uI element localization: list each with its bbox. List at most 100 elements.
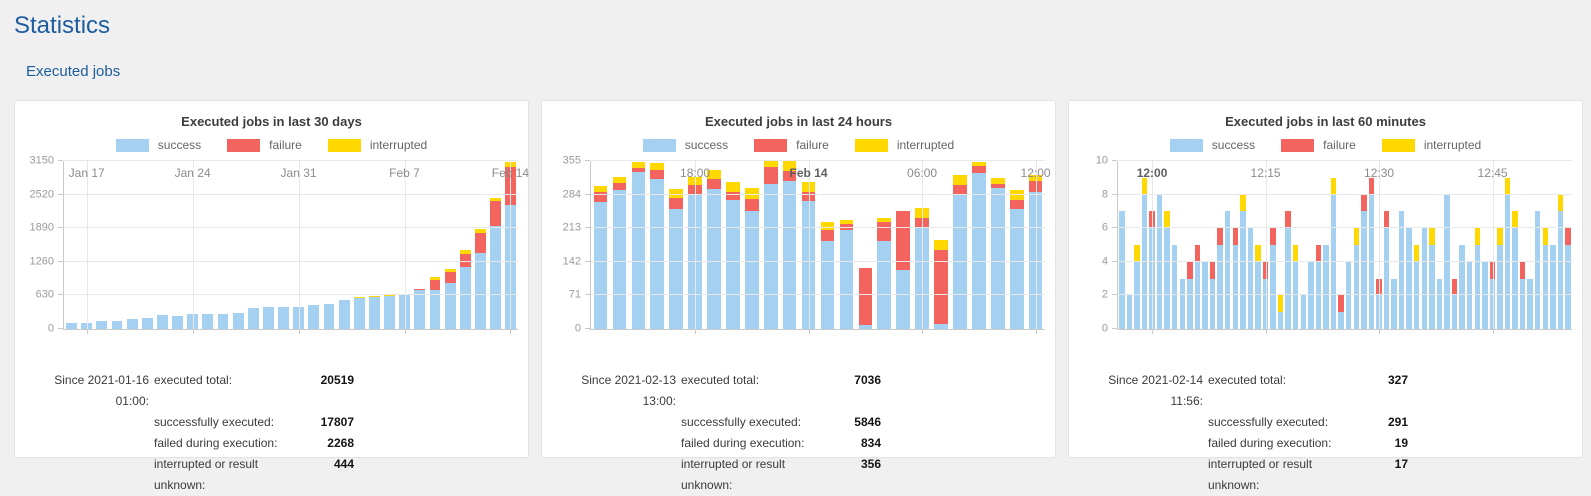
bar-segment-failure (972, 166, 986, 173)
bar-column (742, 161, 761, 329)
bar-segment-success (1187, 279, 1192, 329)
bar-column (1141, 161, 1149, 329)
bar-segment-success (1437, 279, 1442, 329)
bar-column (1368, 161, 1376, 329)
bar-segment-interrupted (1497, 228, 1502, 245)
gridline-horizontal (1118, 294, 1572, 295)
x-tick-label: 06:00 (907, 166, 937, 180)
bar-column (1383, 161, 1391, 329)
bar-stack (354, 161, 365, 329)
bar-segment-success (127, 319, 138, 329)
bar-segment-failure (877, 222, 891, 242)
bar-segment-failure (650, 170, 664, 179)
bar-segment-success (1233, 245, 1238, 329)
legend-label-failure: failure (796, 138, 829, 152)
bar-column (988, 161, 1007, 329)
bar-column (261, 161, 276, 329)
legend-swatch-interrupted (1382, 139, 1415, 152)
stat-since (1077, 412, 1203, 433)
bar-column (1360, 161, 1368, 329)
stat-since (1077, 454, 1203, 496)
y-tick-label: 0 (48, 324, 54, 335)
bar-segment-success (972, 173, 986, 329)
legend-swatch-success (643, 139, 676, 152)
y-tick-label: 2520 (30, 189, 54, 200)
stat-label: executed total: (1208, 370, 1366, 412)
bar-column (1534, 161, 1542, 329)
y-tick-label: 213 (563, 223, 581, 234)
bar-segment-success (1293, 262, 1298, 329)
bar-segment-success (218, 314, 229, 329)
bar-segment-success (650, 179, 664, 329)
bar-segment-success (96, 321, 107, 329)
bar-segment-success (1285, 228, 1290, 329)
bar-segment-success (783, 181, 797, 329)
legend-swatch-failure (227, 139, 260, 152)
bar-stack (490, 161, 501, 329)
stat-label: successfully executed: (681, 412, 839, 433)
bar-stack (934, 161, 948, 329)
bar-column (1292, 161, 1300, 329)
bar-column (382, 161, 397, 329)
bar-segment-success (1210, 279, 1215, 329)
bar-segment-failure (821, 230, 835, 241)
bar-column (231, 161, 246, 329)
bar-column (1466, 161, 1474, 329)
bar-column (170, 161, 185, 329)
chart-title: Executed jobs in last 60 minutes (1069, 114, 1582, 129)
bar-column (1171, 161, 1179, 329)
bar-segment-interrupted (1164, 211, 1169, 228)
bar-segment-success (1316, 262, 1321, 329)
bar-stack (1354, 161, 1359, 329)
bar-stack (233, 161, 244, 329)
x-tick-mark (510, 329, 511, 334)
bar-segment-success (1240, 211, 1245, 329)
bar-segment-success (1308, 262, 1313, 329)
stat-label: successfully executed: (154, 412, 312, 433)
stat-row: successfully executed:291 (1077, 412, 1582, 433)
bar-stack (384, 161, 395, 329)
bar-segment-success (1248, 228, 1253, 329)
stat-value: 2268 (312, 433, 354, 454)
bar-column (1352, 161, 1360, 329)
stat-label: failed during execution: (154, 433, 312, 454)
bar-segment-success (934, 324, 948, 329)
bar-column (1511, 161, 1519, 329)
bar-stack (1134, 161, 1139, 329)
bar-column (1526, 161, 1534, 329)
bar-stack (1482, 161, 1487, 329)
bar-segment-success (764, 184, 778, 329)
bar-segment-success (1217, 245, 1222, 329)
stat-since (550, 454, 676, 496)
y-tick-label: 284 (563, 189, 581, 200)
gridline-vertical (1266, 161, 1267, 329)
bar-stack (1346, 161, 1351, 329)
bar-segment-success (475, 253, 486, 329)
bar-segment-failure (1285, 211, 1290, 228)
bar-stack (308, 161, 319, 329)
bar-segment-success (1535, 211, 1540, 329)
bar-segment-success (1406, 228, 1411, 329)
bar-segment-failure (745, 199, 759, 210)
bar-segment-interrupted (1558, 195, 1563, 212)
bar-segment-failure (1270, 228, 1275, 245)
bar-segment-success (66, 323, 77, 329)
bar-stack (1497, 161, 1502, 329)
bar-column (1315, 161, 1323, 329)
stat-since: Since 2021-02-13 13:00: (550, 370, 676, 412)
y-tick-label: 71 (569, 290, 581, 301)
bar-column (427, 161, 442, 329)
bar-segment-success (1270, 245, 1275, 329)
bar-segment-success (1384, 228, 1389, 329)
bar-column (1549, 161, 1557, 329)
bar-column (837, 161, 856, 329)
bar-segment-failure (1195, 245, 1200, 262)
bar-segment-interrupted (1505, 178, 1510, 195)
bar-column (969, 161, 988, 329)
stat-since (23, 454, 149, 496)
bar-segment-interrupted (1543, 228, 1548, 245)
bar-column (443, 161, 458, 329)
stat-row: failed during execution:834 (550, 433, 1055, 454)
bar-segment-success (1414, 262, 1419, 329)
